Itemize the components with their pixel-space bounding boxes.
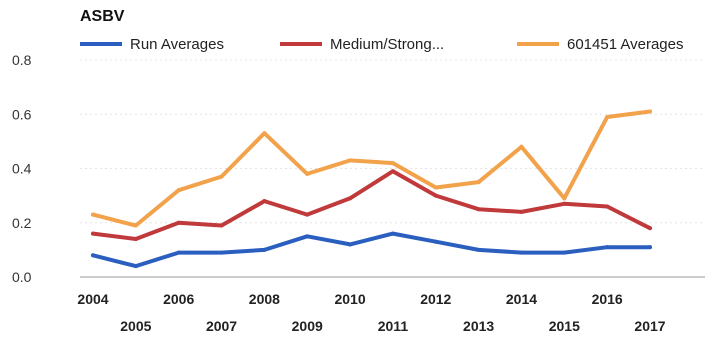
legend-item-run-averages[interactable]: Run Averages [80,36,224,53]
data-point[interactable] [305,171,310,176]
chart-title: ASBV [80,8,125,25]
x-tick-label: 2006 [163,291,194,307]
x-tick-label: 2015 [549,318,580,334]
data-point[interactable] [605,245,610,250]
data-point[interactable] [390,169,395,174]
x-tick-label: 2016 [592,291,623,307]
data-point[interactable] [91,253,95,258]
data-point[interactable] [519,209,524,214]
y-tick-label: 0.4 [12,161,32,177]
x-tick-label: 2017 [634,318,665,334]
series-line-2[interactable] [91,109,652,228]
x-tick-label: 2008 [249,291,280,307]
data-point[interactable] [476,247,481,252]
x-tick-label: 2005 [120,318,151,334]
data-point[interactable] [648,245,652,250]
data-point[interactable] [433,239,438,244]
data-point[interactable] [219,223,224,228]
data-point[interactable] [219,250,224,255]
data-point[interactable] [562,201,567,206]
data-point[interactable] [562,196,567,201]
y-axis: 0.0 0.2 0.4 0.6 0.8 [12,52,32,285]
data-point[interactable] [519,250,524,255]
data-point[interactable] [433,185,438,190]
y-tick-label: 0.0 [12,269,32,285]
data-point[interactable] [133,237,138,242]
x-tick-label: 2014 [506,291,537,307]
data-point[interactable] [133,223,138,228]
x-axis: 2004 2006 2008 2010 2012 2014 2016 2005 2007 2009… [77,291,665,334]
data-point[interactable] [91,212,95,217]
x-tick-label: 2012 [420,291,451,307]
legend-label-medium-strong: Medium/Strong... [330,36,444,53]
series-line-0[interactable] [91,231,652,269]
x-tick-label: 2007 [206,318,237,334]
data-point[interactable] [476,180,481,185]
data-point[interactable] [605,114,610,119]
data-point[interactable] [262,247,267,252]
data-point[interactable] [476,207,481,212]
x-tick-label: 2004 [77,291,108,307]
data-point[interactable] [91,231,95,236]
data-point[interactable] [562,250,567,255]
data-point[interactable] [176,220,181,225]
data-point[interactable] [348,158,353,163]
data-point[interactable] [262,199,267,204]
x-tick-label: 2009 [292,318,323,334]
data-point[interactable] [390,161,395,166]
data-point[interactable] [305,234,310,239]
series-line-1[interactable] [91,169,652,241]
legend-item-medium-strong[interactable]: Medium/Strong... [280,36,444,53]
data-point[interactable] [519,144,524,149]
data-point[interactable] [648,226,652,231]
data-point[interactable] [648,109,652,114]
legend-label-run-averages: Run Averages [130,36,224,53]
data-point[interactable] [176,188,181,193]
x-tick-label: 2010 [334,291,365,307]
x-tick-label: 2011 [378,318,409,334]
data-point[interactable] [605,204,610,209]
y-tick-label: 0.2 [12,215,32,231]
data-point[interactable] [262,131,267,136]
legend-label-601451-averages: 601451 Averages [567,36,684,53]
data-point[interactable] [305,212,310,217]
y-tick-label: 0.6 [12,106,32,122]
data-point[interactable] [176,250,181,255]
series-lines [91,109,652,269]
data-point[interactable] [348,242,353,247]
x-tick-label: 2013 [463,318,494,334]
legend-item-601451-averages[interactable]: 601451 Averages [517,36,684,53]
data-point[interactable] [348,196,353,201]
gridlines [80,59,705,278]
y-tick-label: 0.8 [12,52,32,68]
data-point[interactable] [133,264,138,269]
data-point[interactable] [219,174,224,179]
legend: Run Averages Medium/Strong... 601451 Ave… [80,36,684,53]
data-point[interactable] [390,231,395,236]
data-point[interactable] [433,193,438,198]
